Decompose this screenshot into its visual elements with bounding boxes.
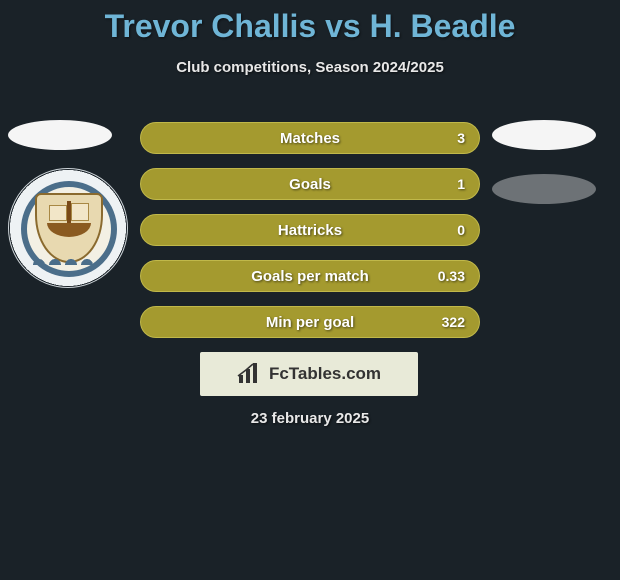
team-left-ellipse — [8, 120, 112, 150]
stat-bar-label: Matches — [280, 130, 340, 147]
stat-bars: Matches 3 Goals 1 Hattricks 0 Goals per match 0… — [140, 122, 480, 352]
stat-bar-label: Goals — [289, 176, 331, 193]
stat-bar-label: Min per goal — [266, 314, 354, 331]
brand-badge: FcTables.com — [200, 352, 418, 396]
brand-label: FcTables.com — [269, 364, 381, 384]
stat-bar-value: 3 — [457, 130, 465, 146]
stat-bar-label: Goals per match — [251, 268, 369, 285]
stat-bar-value: 0 — [457, 222, 465, 238]
stat-bar: Goals 1 — [140, 168, 480, 200]
page-subtitle: Club competitions, Season 2024/2025 — [0, 59, 620, 76]
right-column — [492, 120, 602, 228]
stat-bar-value: 1 — [457, 176, 465, 192]
stat-bar: Goals per match 0.33 — [140, 260, 480, 292]
team-left-crest — [8, 168, 128, 288]
stat-bar-label: Hattricks — [278, 222, 342, 239]
team-right-ellipse-1 — [492, 120, 596, 150]
stat-bar: Hattricks 0 — [140, 214, 480, 246]
bars-icon — [237, 363, 263, 385]
team-right-ellipse-2 — [492, 174, 596, 204]
stat-bar-value: 322 — [442, 314, 465, 330]
stat-bar: Min per goal 322 — [140, 306, 480, 338]
stat-bar: Matches 3 — [140, 122, 480, 154]
left-column — [8, 120, 128, 288]
page-title: Trevor Challis vs H. Beadle — [0, 0, 620, 45]
stat-bar-value: 0.33 — [438, 268, 465, 284]
date-label: 23 february 2025 — [0, 410, 620, 427]
